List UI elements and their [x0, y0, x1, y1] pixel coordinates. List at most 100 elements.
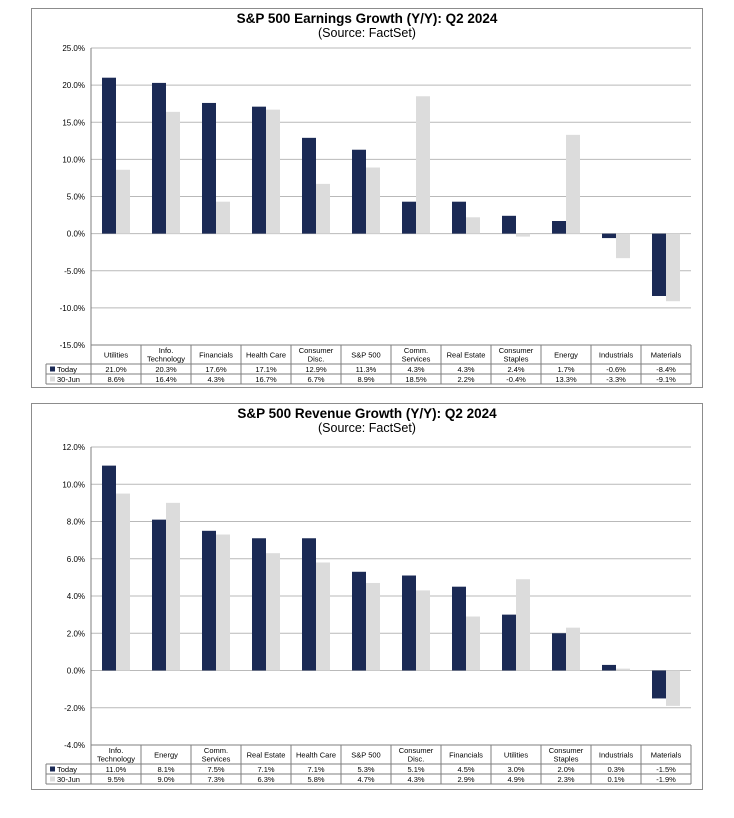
y-tick-label: 8.0% [67, 518, 85, 527]
x-tick-label: Consumer [499, 346, 534, 355]
data-label: 4.3% [407, 365, 424, 374]
data-label: 2.4% [507, 365, 524, 374]
bar-30-jun [166, 502, 180, 671]
data-label: 5.8% [307, 775, 324, 784]
bar-30-jun [566, 627, 580, 671]
bar-30-jun [366, 582, 380, 671]
revenue-growth-chart: S&P 500 Revenue Growth (Y/Y): Q2 2024 (S… [31, 403, 703, 790]
data-label: 16.7% [255, 375, 277, 384]
bar-30-jun [116, 169, 130, 234]
y-tick-label: 6.0% [67, 555, 85, 564]
data-label: 0.1% [607, 775, 624, 784]
revenue-chart-plot: 12.0% 10.0% 8.0% 6.0% 4.0% 2.0% 0.0% -2.0% -4.0%… [45, 443, 692, 785]
y-tick-label: 10.0% [62, 480, 85, 489]
bar-today [252, 106, 266, 234]
chart-subtitle: (Source: FactSet) [318, 26, 416, 40]
data-label: 9.0% [157, 775, 174, 784]
bar-today [152, 82, 166, 234]
data-label: 6.3% [257, 775, 274, 784]
bar-today [652, 670, 666, 699]
bar-30-jun [366, 167, 380, 234]
x-tick-label: Disc. [408, 755, 425, 764]
data-label: 7.3% [207, 775, 224, 784]
data-label: 4.5% [457, 765, 474, 774]
data-label: 18.5% [405, 375, 427, 384]
x-tick-label: Materials [651, 351, 682, 360]
legend-label: 30-Jun [57, 775, 80, 784]
legend-key-today [50, 366, 55, 372]
data-label: 12.9% [305, 365, 327, 374]
data-label: -1.5% [656, 765, 676, 774]
data-label: 11.0% [106, 765, 127, 774]
data-label: -0.6% [606, 365, 626, 374]
bar-30-jun [166, 111, 180, 234]
data-label: 5.1% [407, 765, 424, 774]
data-label: 4.7% [357, 775, 374, 784]
data-label: 6.7% [307, 375, 324, 384]
legend-label: 30-Jun [57, 375, 80, 384]
bar-today [202, 102, 216, 234]
data-label: 4.3% [457, 365, 474, 374]
x-tick-label: S&P 500 [351, 751, 380, 760]
bar-30-jun [416, 590, 430, 671]
bar-30-jun [516, 579, 530, 671]
y-tick-label: 10.0% [62, 155, 85, 164]
bar-30-jun [466, 217, 480, 234]
bar-today [452, 201, 466, 234]
y-tick-label: -5.0% [64, 267, 85, 276]
legend-key-30-jun [50, 376, 55, 382]
bar-30-jun [316, 183, 330, 234]
x-tick-label: Info. [159, 346, 174, 355]
earnings-chart-plot: 25.0% 20.0% 15.0% 10.0% 5.0% 0.0% -5.0% -10.0% -… [45, 44, 692, 385]
x-tick-label: Disc. [308, 355, 325, 364]
bar-30-jun [316, 562, 330, 671]
data-label: 8.6% [107, 375, 124, 384]
bar-30-jun [616, 668, 630, 671]
chart-title: S&P 500 Revenue Growth (Y/Y): Q2 2024 [237, 406, 497, 421]
data-label: 17.6% [205, 365, 227, 374]
data-label: 2.2% [457, 375, 474, 384]
bar-30-jun [216, 201, 230, 234]
data-label: -3.3% [606, 375, 626, 384]
y-tick-label: 15.0% [62, 118, 85, 127]
x-tick-label: Financials [199, 351, 233, 360]
data-label: -8.4% [656, 365, 676, 374]
bar-30-jun [416, 96, 430, 234]
bar-today [252, 538, 266, 671]
bar-today [452, 586, 466, 671]
data-label: 2.0% [557, 765, 574, 774]
x-tick-label: S&P 500 [351, 351, 380, 360]
bar-today [302, 538, 316, 671]
x-tick-label: Materials [651, 751, 682, 760]
data-label: 9.5% [107, 775, 124, 784]
data-label: 16.4% [155, 375, 177, 384]
bar-today [502, 614, 516, 671]
bar-today [102, 77, 116, 234]
x-tick-label: Real Estate [447, 351, 486, 360]
x-tick-label: Staples [553, 755, 578, 764]
x-tick-label: Info. [109, 746, 124, 755]
data-label: 0.3% [607, 765, 624, 774]
data-label: 20.3% [155, 365, 177, 374]
y-tick-label: -2.0% [64, 704, 85, 713]
x-tick-label: Health Care [296, 751, 336, 760]
bar-today [352, 149, 366, 234]
x-tick-label: Staples [503, 355, 528, 364]
y-tick-label: -4.0% [64, 741, 85, 750]
data-label: 5.3% [357, 765, 374, 774]
x-tick-label: Services [202, 755, 231, 764]
legend-label: Today [57, 365, 77, 374]
x-tick-label: Comm. [204, 746, 228, 755]
y-tick-label: 4.0% [67, 592, 85, 601]
chart-subtitle: (Source: FactSet) [318, 421, 416, 435]
bar-30-jun [566, 134, 580, 234]
x-tick-label: Consumer [549, 746, 584, 755]
x-tick-label: Health Care [246, 351, 286, 360]
data-label: 8.9% [357, 375, 374, 384]
bar-today [502, 215, 516, 234]
x-tick-label: Technology [147, 355, 185, 364]
data-label: -1.9% [656, 775, 676, 784]
x-tick-label: Consumer [399, 746, 434, 755]
x-tick-label: Industrials [599, 751, 633, 760]
data-label: -9.1% [656, 375, 676, 384]
